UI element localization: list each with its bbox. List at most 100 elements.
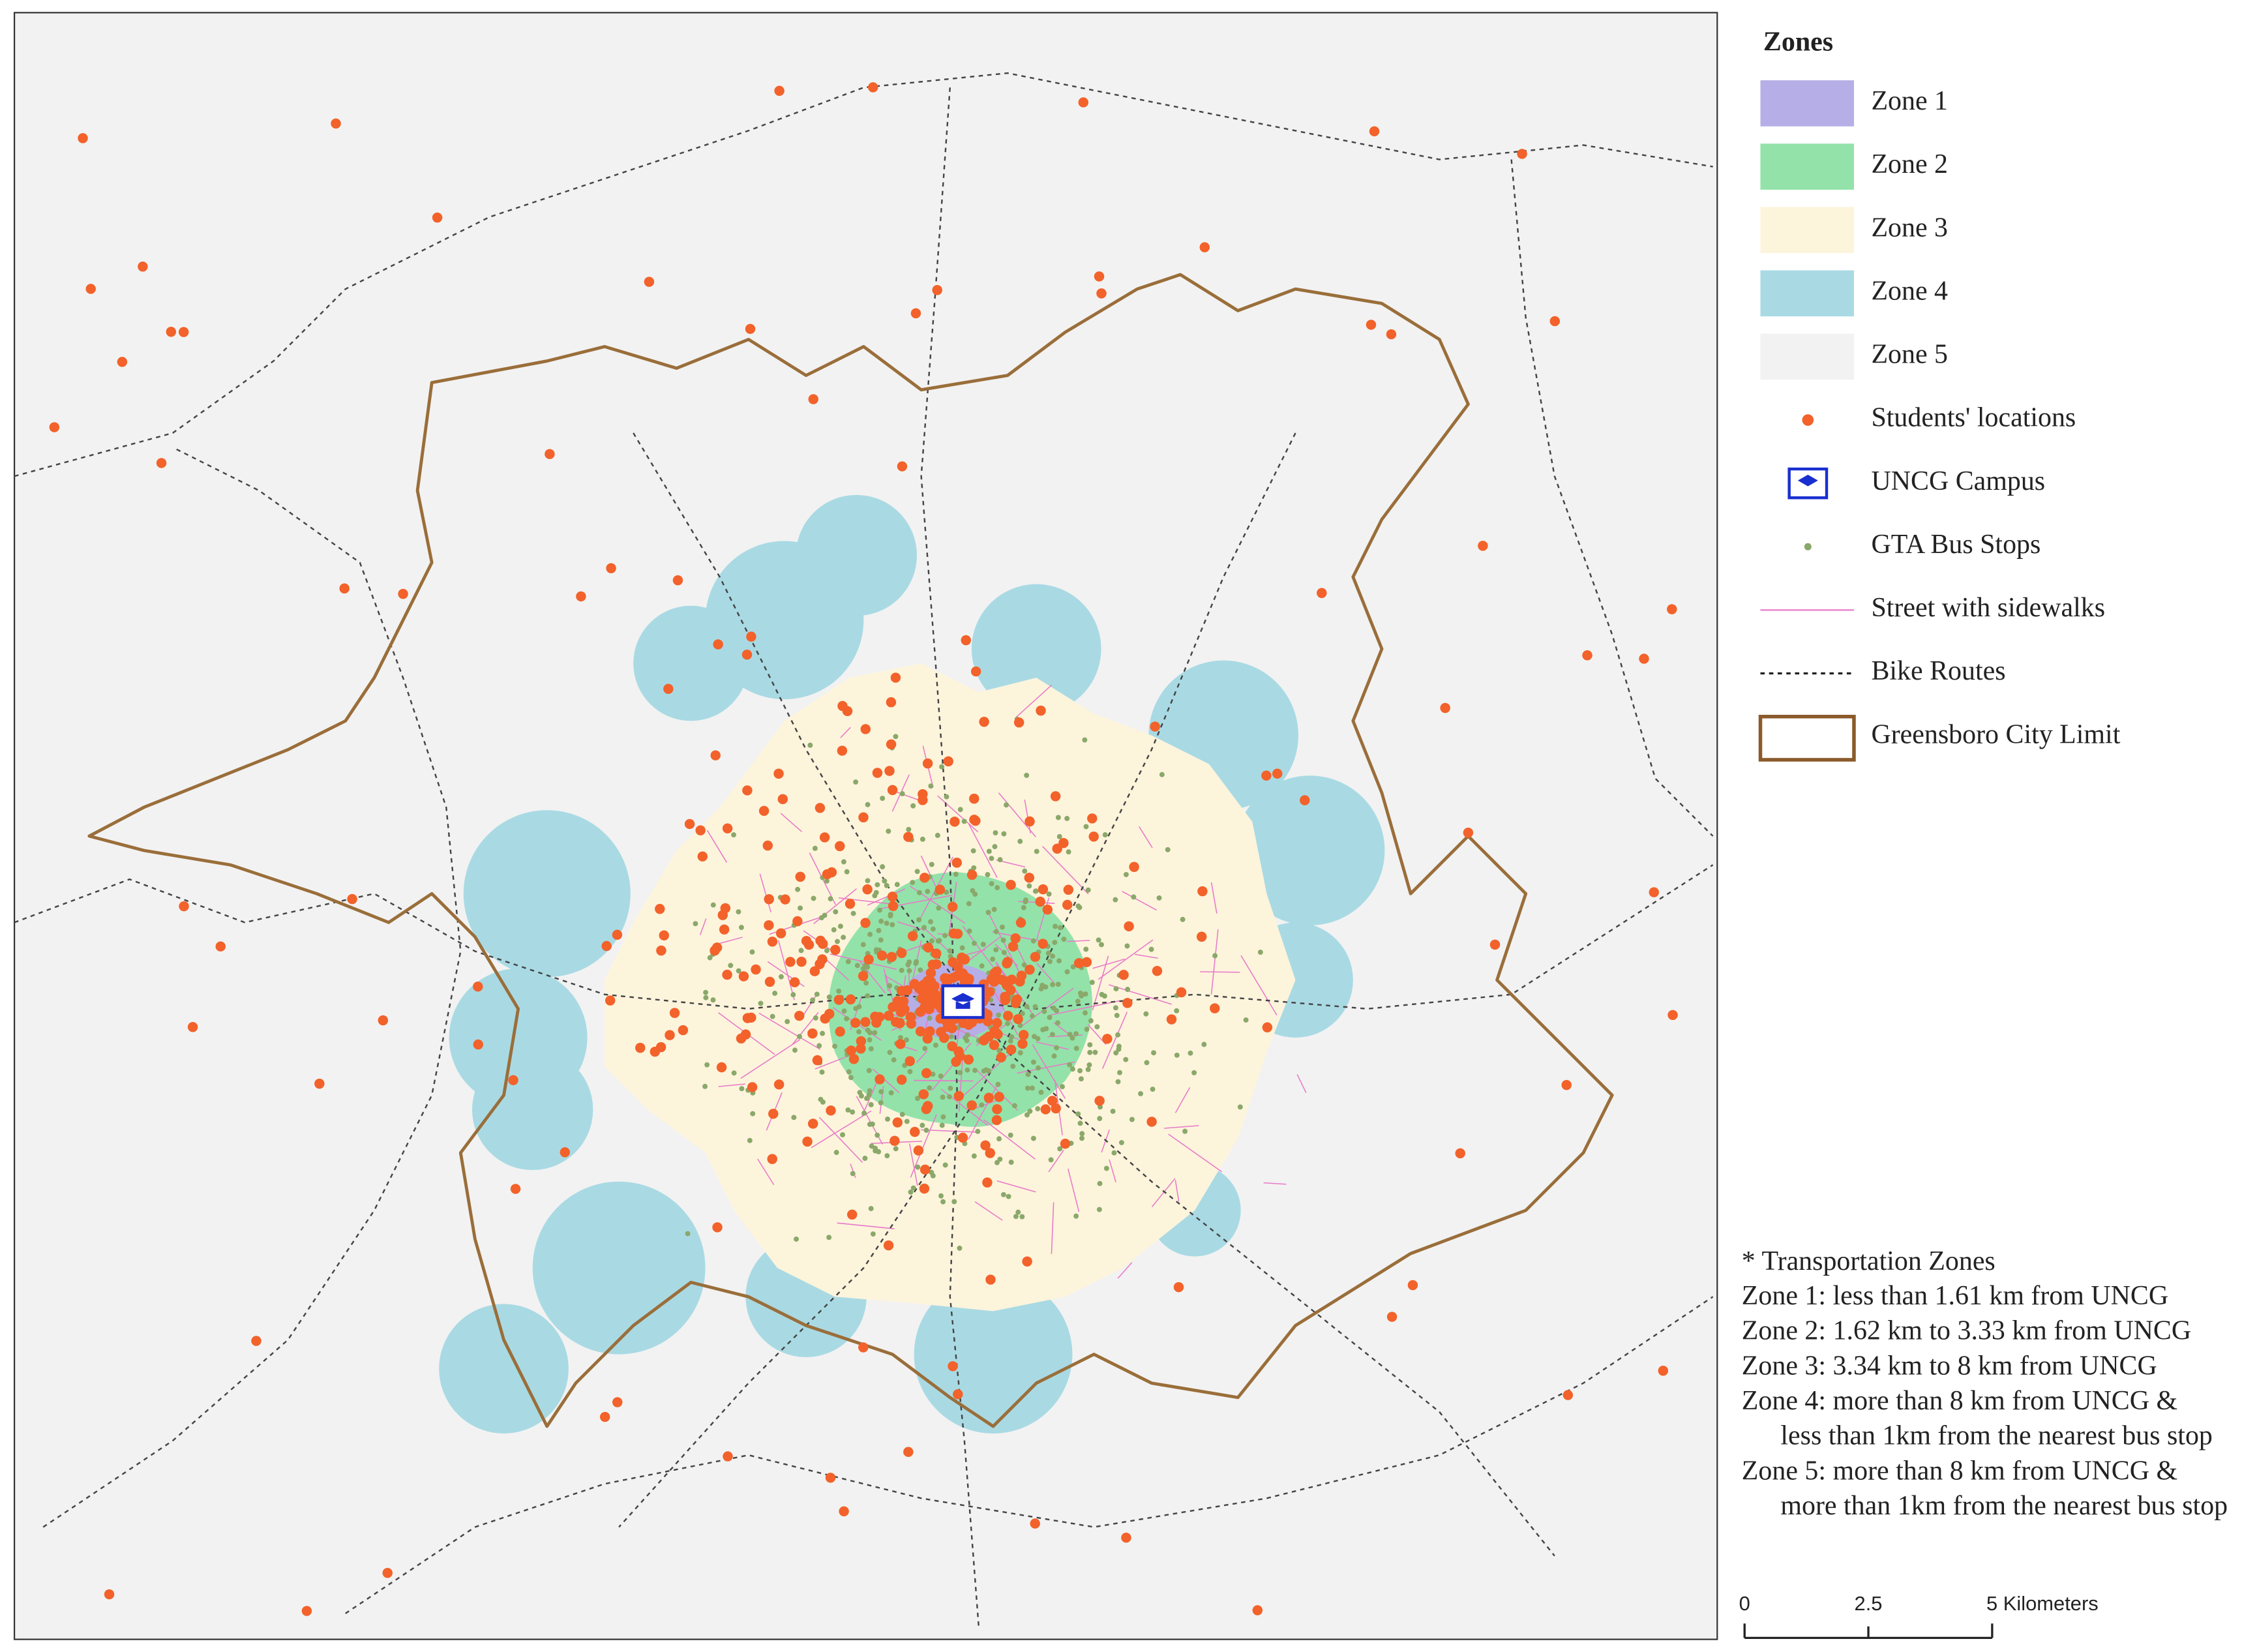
bus-stop	[844, 869, 850, 875]
zone-4-blob	[532, 1181, 706, 1355]
student-location	[1658, 1366, 1669, 1376]
bus-stop	[899, 791, 905, 796]
bus-stop	[884, 920, 889, 926]
bus-stop	[1085, 1066, 1091, 1072]
student-location	[1649, 887, 1659, 897]
student-location	[863, 954, 874, 965]
student-location	[695, 825, 706, 835]
student-location	[1261, 770, 1272, 781]
student-location	[1063, 884, 1074, 895]
student-location	[845, 899, 856, 909]
student-location	[812, 1055, 823, 1066]
street	[802, 993, 818, 1017]
bus-stop	[1087, 1042, 1093, 1047]
bus-stop	[1159, 772, 1165, 777]
bus-stop	[981, 1068, 987, 1074]
bus-stop	[1049, 1032, 1055, 1038]
street	[872, 1068, 900, 1094]
bus-stop	[1054, 1045, 1060, 1051]
bus-stop	[1015, 1209, 1021, 1215]
student-location	[807, 1028, 818, 1039]
bus-stop	[1057, 1146, 1063, 1152]
bus-stop	[995, 1081, 1001, 1087]
student-location	[663, 683, 674, 694]
legend-labels: Zone 1 Zone 2 Zone 3 Zone 4 Zone 5 Students' …	[1871, 86, 2120, 749]
street	[897, 921, 925, 931]
student-location	[1667, 1010, 1678, 1021]
bus-stop	[1032, 1004, 1038, 1010]
legend-label: UNCG Campus	[1871, 466, 2045, 496]
student-location	[904, 1056, 916, 1066]
student-location	[940, 973, 950, 984]
student-location	[780, 894, 790, 905]
bus-stop	[1066, 849, 1071, 855]
bus-stop	[790, 992, 796, 998]
bike-route	[14, 72, 1713, 477]
student-location	[1060, 1138, 1071, 1149]
student-location	[910, 1126, 920, 1137]
street	[1138, 826, 1153, 849]
bus-stop	[848, 1075, 854, 1081]
student-location	[612, 1397, 623, 1407]
bus-stop	[1030, 938, 1036, 944]
student-location	[473, 981, 483, 992]
bus-stop	[867, 1088, 873, 1094]
bus-stop	[1050, 982, 1056, 987]
bus-stop	[1023, 897, 1028, 903]
bus-stop	[1182, 1128, 1188, 1134]
bike-route	[42, 446, 462, 1528]
bus-stop	[1083, 946, 1089, 952]
zone-4-blob	[633, 605, 749, 721]
street	[1174, 1087, 1191, 1113]
student-location	[991, 1115, 1002, 1126]
bus-stop	[891, 1057, 897, 1063]
street	[1019, 987, 1074, 1028]
bus-stop	[866, 1068, 872, 1074]
bus-stop	[1030, 1135, 1036, 1141]
bus-stop	[878, 1100, 884, 1105]
bus-stop	[1013, 1214, 1019, 1220]
student-location	[862, 884, 873, 895]
student-location	[886, 739, 897, 750]
bus-stop	[970, 888, 976, 894]
bus-stop	[1077, 1120, 1083, 1126]
bus-stop	[910, 803, 916, 809]
street	[699, 918, 707, 935]
student-location	[953, 1389, 963, 1400]
bus-stop	[1150, 1087, 1156, 1092]
bus-stop	[1025, 1072, 1031, 1077]
student-location	[809, 966, 820, 976]
student-location	[925, 968, 936, 978]
street	[1117, 1262, 1133, 1279]
bus-stop	[992, 844, 998, 850]
student-location	[953, 1090, 964, 1102]
student-location	[398, 588, 408, 599]
bus-stops	[685, 716, 1263, 1251]
student-location	[909, 979, 920, 989]
bus-stop	[880, 796, 886, 802]
student-location	[722, 823, 733, 834]
student-location	[1317, 588, 1327, 598]
student-location	[858, 1342, 869, 1353]
student-location	[815, 959, 825, 969]
student-location	[1024, 873, 1034, 883]
bus-stop	[938, 1074, 944, 1079]
legend-label: Greensboro City Limit	[1871, 719, 2120, 749]
legend-title: Zones	[1763, 27, 1833, 57]
campus-cap	[951, 993, 975, 1009]
student-location	[741, 650, 753, 660]
student-location	[1196, 931, 1207, 942]
bus-stop	[964, 1038, 970, 1044]
student-location	[1440, 702, 1450, 713]
student-location	[347, 894, 357, 905]
bus-stop	[1113, 986, 1119, 992]
student-location	[1008, 941, 1019, 952]
student-location	[860, 918, 871, 928]
student-location	[697, 851, 708, 862]
bus-stop	[989, 880, 994, 886]
bus-stop	[1041, 1008, 1047, 1014]
bus-stop	[850, 1109, 856, 1115]
student-location	[1386, 1312, 1398, 1322]
bus-stop	[796, 1034, 802, 1040]
bus-stop	[993, 947, 999, 953]
